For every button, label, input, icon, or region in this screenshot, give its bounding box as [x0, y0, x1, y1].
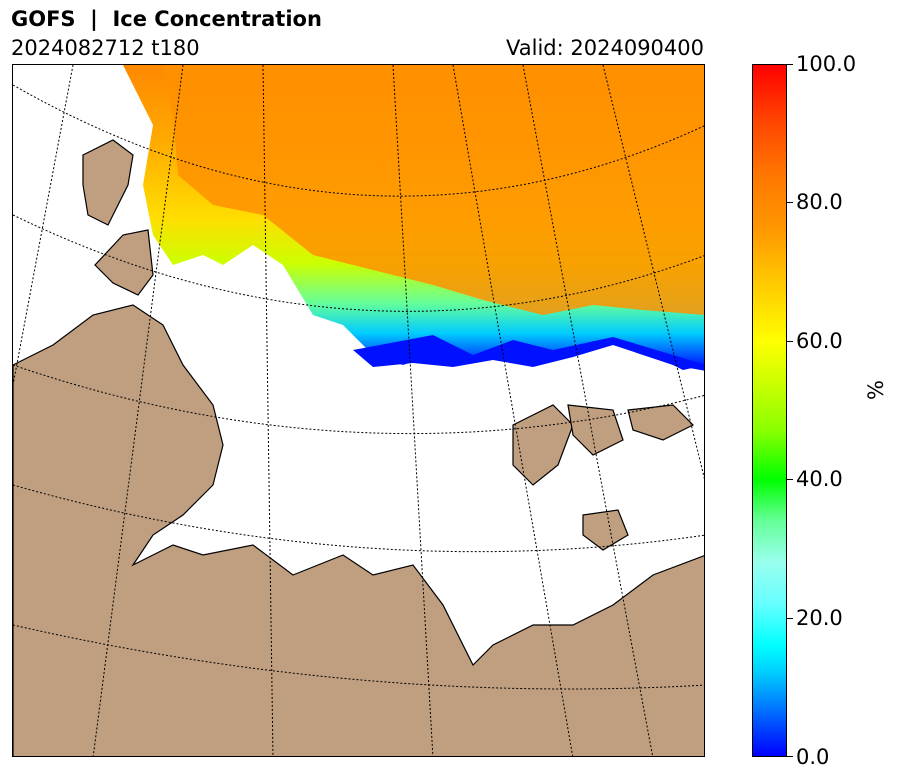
parallel-line — [13, 624, 704, 690]
meridian-line — [262, 65, 274, 756]
landmass-novaya-zemlya-a — [512, 404, 574, 486]
parallel-line — [13, 84, 704, 197]
meridian-line — [602, 65, 704, 479]
colorbar — [752, 64, 787, 757]
meridian-line — [452, 65, 574, 756]
colorbar-tick-label: 0.0 — [796, 745, 830, 769]
landmass-svalbard — [82, 139, 134, 226]
ice-edge-core — [163, 65, 704, 315]
map-title: GOFS | Ice Concentration — [11, 7, 322, 31]
parallel-line — [13, 214, 704, 312]
colorbar-tick-label: 100.0 — [796, 52, 857, 76]
landmass-west-coast — [13, 304, 704, 756]
colorbar-tick — [787, 341, 793, 342]
graticule — [13, 65, 704, 756]
colorbar-tick — [787, 479, 793, 480]
land-masses — [13, 139, 704, 756]
colorbar-tick-label: 20.0 — [796, 606, 843, 630]
parallel-line — [13, 484, 704, 553]
parallel-line — [13, 364, 704, 435]
colorbar-tick — [787, 618, 793, 619]
colorbar-tick — [787, 756, 793, 757]
ice-edge-fringe — [353, 335, 704, 371]
landmass-island-east — [582, 509, 629, 551]
colorbar-tick — [787, 202, 793, 203]
colorbar-tick-label: 60.0 — [796, 329, 843, 353]
meridian-line — [522, 65, 654, 756]
landmass-franz-josef — [94, 229, 154, 296]
colorbar-tick-label: 80.0 — [796, 190, 843, 214]
colorbar-tick — [787, 64, 793, 65]
colorbar-label: % — [864, 380, 888, 400]
meridian-line — [92, 65, 184, 756]
map-panel[interactable] — [12, 64, 705, 757]
landmass-island-north — [627, 404, 695, 441]
ice-concentration-map — [13, 65, 704, 756]
valid-time-label: Valid: 2024090400 — [506, 36, 704, 60]
colorbar-tick-label: 40.0 — [796, 467, 843, 491]
run-label: 2024082712 t180 — [11, 36, 200, 60]
landmass-novaya-zemlya-b — [567, 404, 624, 456]
